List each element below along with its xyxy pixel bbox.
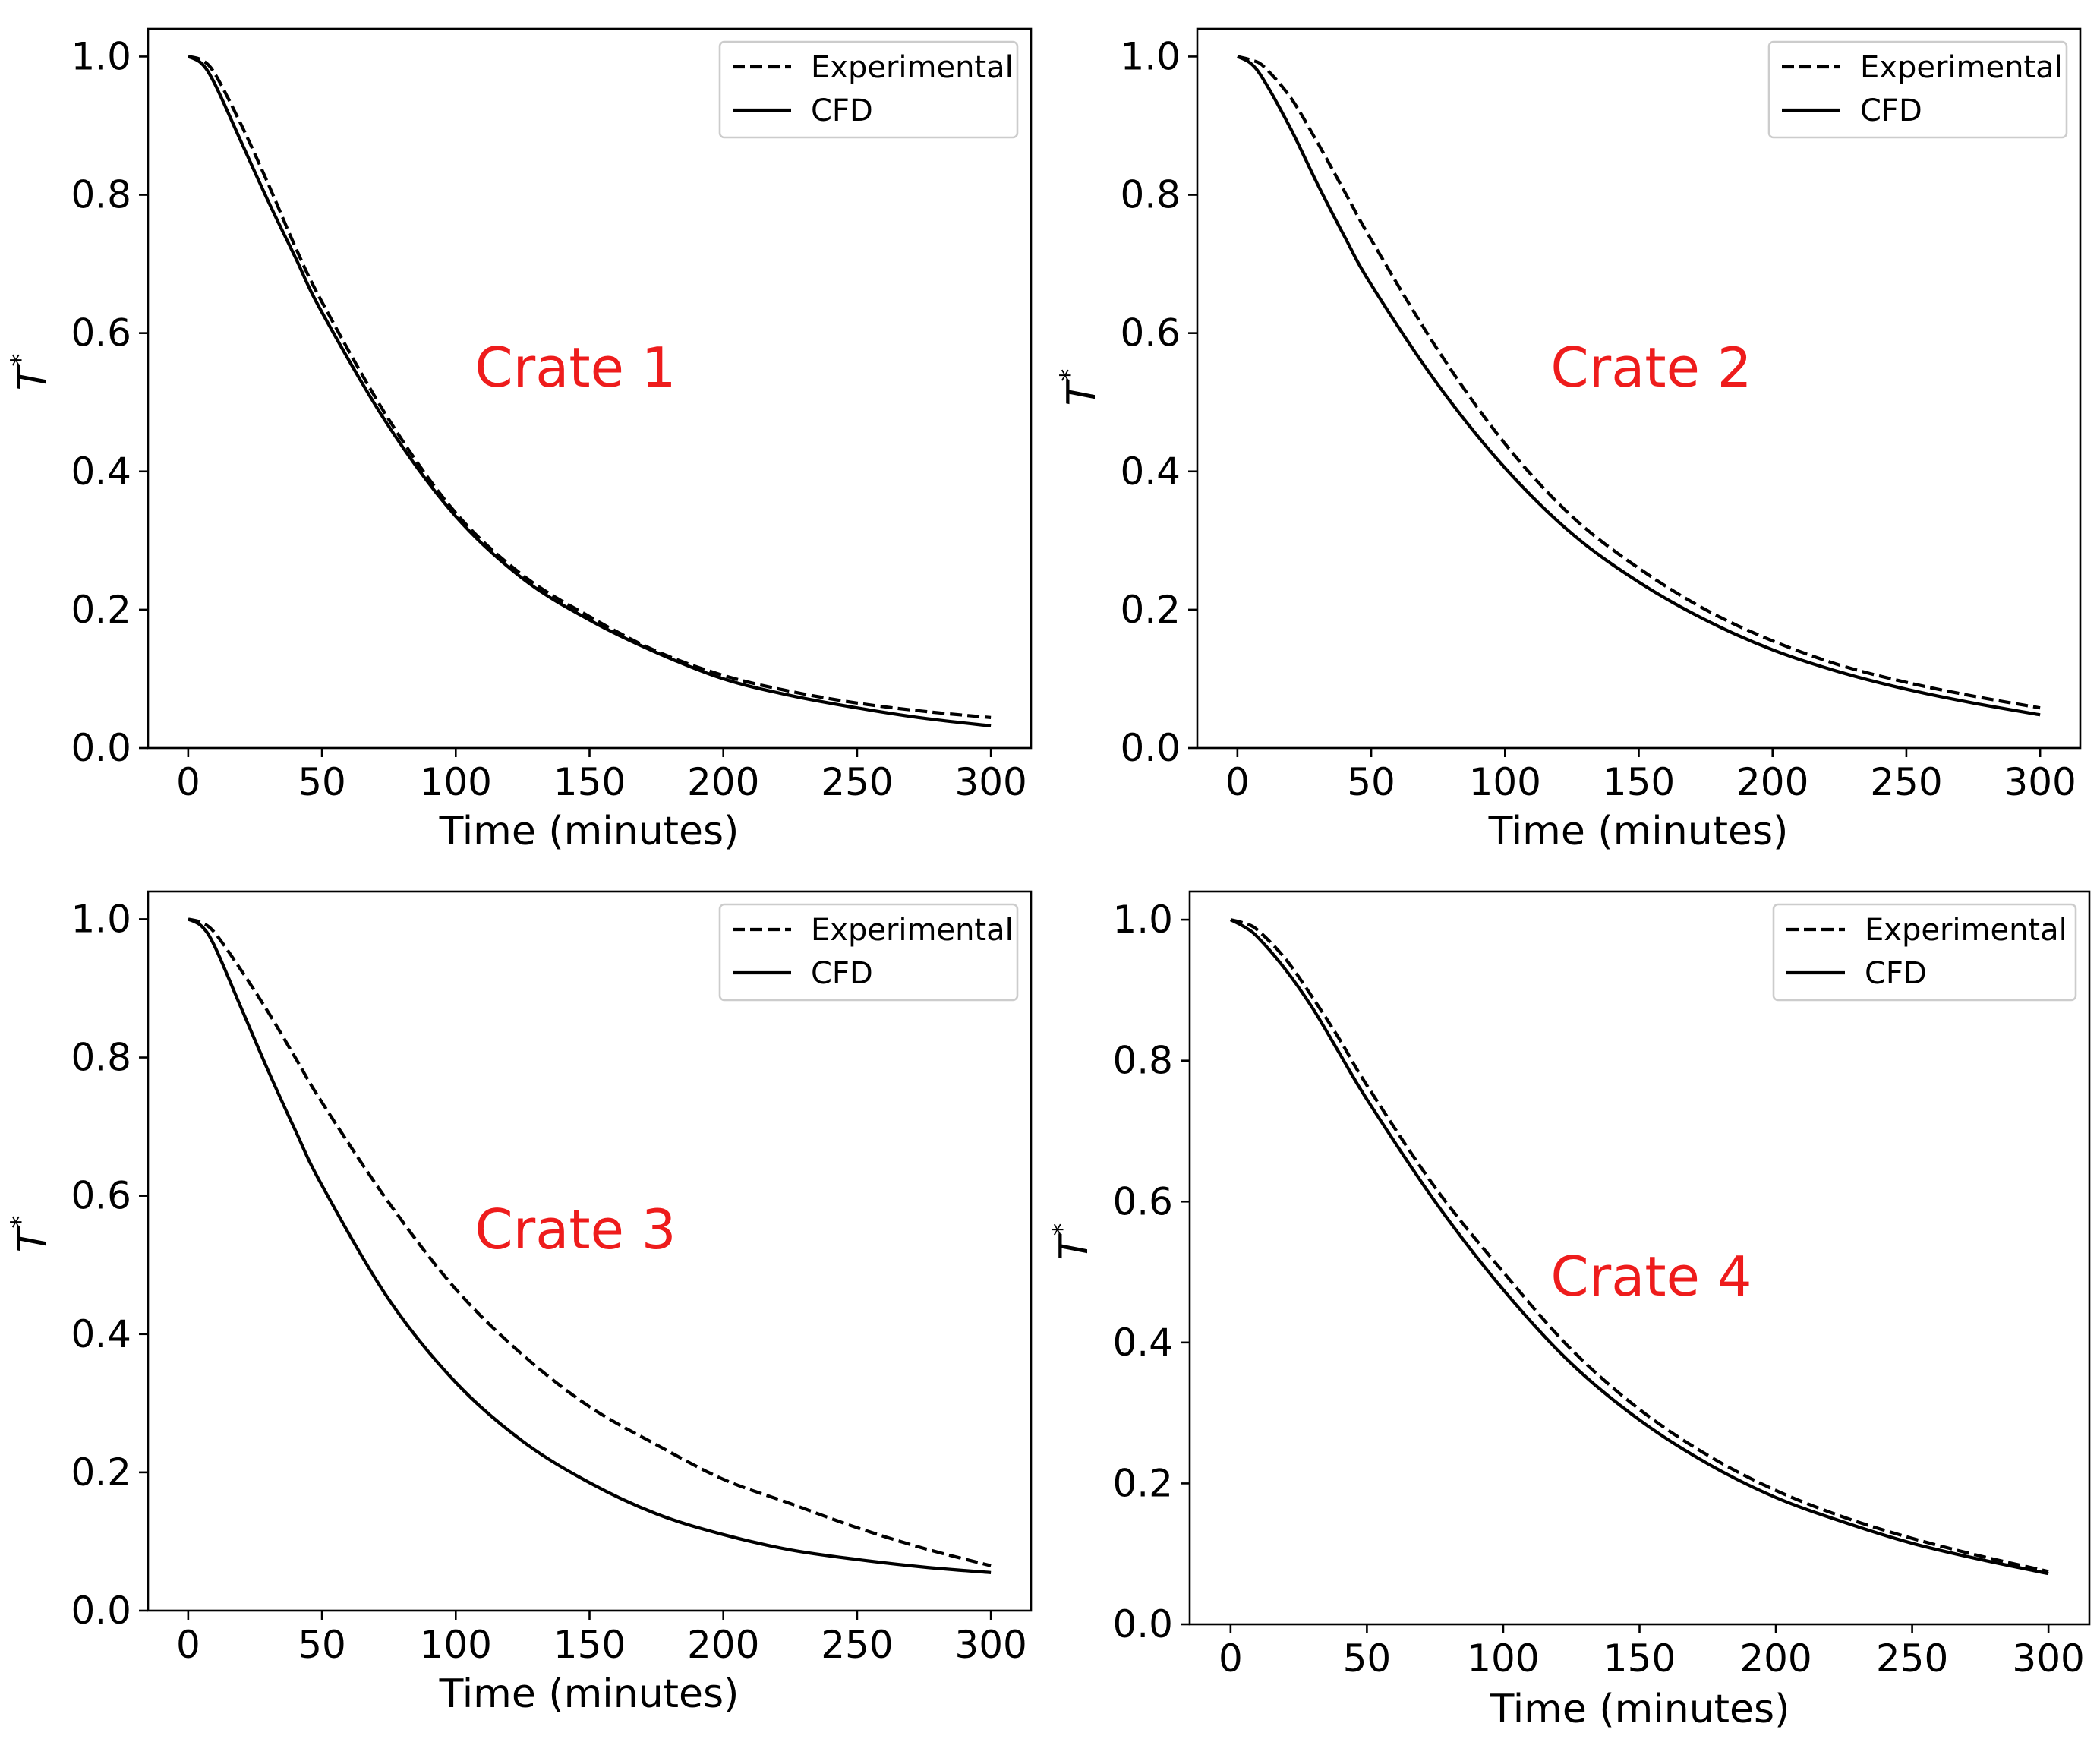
- panel-crate-4: 0 50 100 150 200 250 300 0.0 0.2 0.4 0.6 0.8 1.0 Ex…: [1047, 890, 2091, 1732]
- y-tick-label: 0.6: [1112, 1179, 1173, 1223]
- y-tick-label: 0.2: [71, 588, 131, 632]
- legend-label-cfd: CFD: [1860, 93, 1922, 128]
- x-tick-label: 250: [821, 1623, 893, 1667]
- x-tick-label: 0: [1225, 760, 1250, 804]
- y-axis-label: T*: [5, 1216, 55, 1253]
- legend: Experimental CFD: [1772, 903, 2077, 1002]
- x-tick-label: 250: [1876, 1636, 1948, 1681]
- crate-annotation: Crate 4: [1550, 1245, 1752, 1308]
- y-axis-label: T*: [5, 354, 55, 391]
- y-tick-label: 0.8: [71, 173, 131, 217]
- y-tick-label: 0.0: [1120, 726, 1181, 770]
- x-tick-label: 150: [1603, 1636, 1676, 1681]
- x-tick-label: 150: [1603, 760, 1675, 804]
- legend: Experimental CFD: [1767, 40, 2068, 139]
- y-axis-label: T*: [1055, 369, 1105, 406]
- x-tick-label: 0: [176, 1623, 200, 1667]
- x-tick-label: 300: [954, 1623, 1026, 1667]
- y-axis-label: T*: [1047, 1223, 1097, 1261]
- series-line-cfd: [1229, 918, 2049, 1576]
- x-tick-label: 0: [1219, 1636, 1243, 1681]
- y-tick-label: 1.0: [71, 897, 131, 941]
- legend-label-cfd: CFD: [811, 956, 873, 991]
- y-tick-label: 1.0: [1120, 34, 1181, 78]
- y-tick-label: 0.0: [71, 1589, 131, 1633]
- series-line-cfd: [187, 917, 992, 1574]
- series-line-experimental: [188, 55, 992, 719]
- y-tick-label: 0.8: [71, 1036, 131, 1080]
- x-tick-label: 50: [1343, 1636, 1392, 1681]
- y-tick-label: 1.0: [71, 34, 131, 78]
- y-tick-label: 0.2: [71, 1450, 131, 1494]
- series-line-experimental: [1237, 55, 2041, 710]
- x-axis-label: Time (minutes): [439, 809, 739, 854]
- legend-label-cfd: CFD: [1865, 956, 1927, 991]
- legend: Experimental CFD: [718, 40, 1019, 139]
- x-tick-label: 50: [298, 760, 346, 804]
- x-axis-label: Time (minutes): [1490, 1687, 1790, 1732]
- y-tick-label: 0.4: [1112, 1321, 1173, 1365]
- legend-box: [718, 903, 1019, 1002]
- x-tick-label: 200: [687, 760, 759, 804]
- legend: Experimental CFD: [718, 903, 1019, 1002]
- y-tick-label: 0.4: [1120, 450, 1181, 494]
- y-tick-label: 0.0: [71, 726, 131, 770]
- x-tick-label: 200: [687, 1623, 759, 1667]
- x-tick-label: 50: [1347, 760, 1395, 804]
- panel-crate-1: 0 50 100 150 200 250 300 0.0 0.2 0.4 0.6 0.8 1.0 Ex…: [5, 27, 1033, 854]
- x-tick-label: 100: [1467, 1636, 1539, 1681]
- x-tick-label: 200: [1739, 1636, 1811, 1681]
- y-tick-label: 0.8: [1120, 173, 1181, 217]
- x-tick-label: 0: [176, 760, 200, 804]
- legend-box: [718, 40, 1019, 139]
- series-line-experimental: [188, 917, 992, 1567]
- x-tick-label: 150: [553, 1623, 626, 1667]
- crate-annotation: Crate 2: [1550, 336, 1752, 399]
- legend-label-experimental: Experimental: [1865, 913, 2067, 948]
- x-axis-label: Time (minutes): [1488, 809, 1789, 854]
- legend-label-experimental: Experimental: [811, 50, 1014, 85]
- legend-box: [1767, 40, 2068, 139]
- series-line-cfd: [187, 55, 992, 727]
- x-tick-label: 200: [1736, 760, 1808, 804]
- x-tick-label: 250: [1870, 760, 1942, 804]
- x-tick-label: 100: [1469, 760, 1541, 804]
- legend-label-experimental: Experimental: [811, 913, 1014, 948]
- y-tick-label: 0.2: [1112, 1461, 1173, 1505]
- plot-frame: [1188, 890, 2091, 1626]
- x-tick-label: 100: [420, 760, 492, 804]
- series-line-experimental: [1230, 918, 2049, 1573]
- panel-crate-2: 0 50 100 150 200 250 300 0.0 0.2 0.4 0.6 0.8 1.0 Ex…: [1055, 27, 2082, 854]
- y-tick-label: 0.4: [71, 450, 131, 494]
- legend-label-experimental: Experimental: [1860, 50, 2063, 85]
- plot-frame: [147, 890, 1033, 1612]
- legend-box: [1772, 903, 2077, 1002]
- y-tick-label: 0.8: [1112, 1039, 1173, 1083]
- y-tick-label: 0.0: [1112, 1602, 1173, 1646]
- legend-label-cfd: CFD: [811, 93, 873, 128]
- y-tick-label: 0.4: [71, 1312, 131, 1356]
- x-tick-label: 50: [298, 1623, 346, 1667]
- plot-frame: [147, 27, 1033, 750]
- x-tick-label: 250: [821, 760, 893, 804]
- series-line-cfd: [1236, 55, 2041, 717]
- x-tick-label: 150: [553, 760, 626, 804]
- y-tick-label: 0.6: [1120, 311, 1181, 355]
- crate-annotation: Crate 3: [475, 1198, 676, 1261]
- y-tick-label: 1.0: [1112, 898, 1173, 942]
- panel-crate-3: 0 50 100 150 200 250 300 0.0 0.2 0.4 0.6 0.8 1.0 Ex…: [5, 890, 1033, 1717]
- y-tick-label: 0.2: [1120, 588, 1181, 632]
- x-axis-label: Time (minutes): [439, 1671, 739, 1717]
- x-tick-label: 300: [954, 760, 1026, 804]
- crate-annotation: Crate 1: [475, 336, 676, 399]
- plot-frame: [1196, 27, 2082, 750]
- x-tick-label: 300: [2012, 1636, 2084, 1681]
- x-tick-label: 300: [2004, 760, 2076, 804]
- y-tick-label: 0.6: [71, 1174, 131, 1218]
- y-tick-label: 0.6: [71, 311, 131, 355]
- x-tick-label: 100: [420, 1623, 492, 1667]
